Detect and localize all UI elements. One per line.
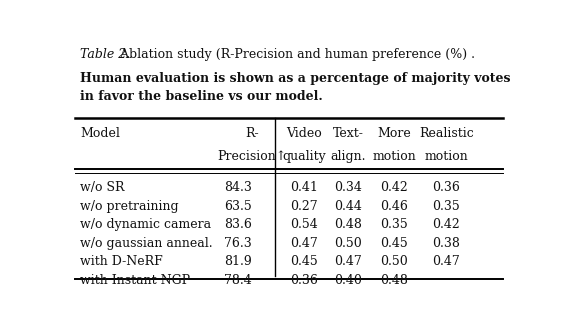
Text: motion: motion: [425, 150, 468, 163]
Text: 0.48: 0.48: [334, 218, 362, 231]
Text: 84.3: 84.3: [224, 181, 252, 194]
Text: 0.50: 0.50: [380, 255, 408, 268]
Text: 0.47: 0.47: [334, 255, 362, 268]
Text: 0.45: 0.45: [290, 255, 318, 268]
Text: Realistic: Realistic: [419, 127, 474, 140]
Text: Human evaluation is shown as a percentage of majority votes
in favor the baselin: Human evaluation is shown as a percentag…: [80, 72, 510, 103]
Text: 0.54: 0.54: [290, 218, 318, 231]
Text: 0.47: 0.47: [433, 255, 460, 268]
Text: quality: quality: [283, 150, 326, 163]
Text: Model: Model: [80, 127, 120, 140]
Text: 0.46: 0.46: [380, 200, 408, 213]
Text: align.: align.: [331, 150, 366, 163]
Text: 76.3: 76.3: [224, 237, 252, 250]
Text: 0.45: 0.45: [380, 237, 408, 250]
Text: 0.27: 0.27: [290, 200, 318, 213]
Text: 0.36: 0.36: [433, 181, 460, 194]
Text: Text-: Text-: [333, 127, 363, 140]
Text: 0.35: 0.35: [380, 218, 408, 231]
Text: 83.6: 83.6: [224, 218, 252, 231]
Text: w/o gaussian anneal.: w/o gaussian anneal.: [80, 237, 213, 250]
Text: 63.5: 63.5: [224, 200, 252, 213]
Text: w/o pretraining: w/o pretraining: [80, 200, 179, 213]
Text: 0.47: 0.47: [290, 237, 318, 250]
Text: w/o dynamic camera: w/o dynamic camera: [80, 218, 212, 231]
Text: Table 2.: Table 2.: [80, 48, 130, 61]
Text: 0.40: 0.40: [334, 274, 362, 287]
Text: Precision↑: Precision↑: [217, 150, 287, 163]
Text: 0.48: 0.48: [380, 274, 408, 287]
Text: 0.34: 0.34: [334, 181, 362, 194]
Text: 78.4: 78.4: [224, 274, 252, 287]
Text: Ablation study (R-Precision and human preference (%) .: Ablation study (R-Precision and human pr…: [116, 48, 475, 61]
Text: Video: Video: [287, 127, 322, 140]
Text: 0.42: 0.42: [433, 218, 460, 231]
Text: 0.38: 0.38: [433, 237, 460, 250]
Text: 0.50: 0.50: [334, 237, 362, 250]
Text: More: More: [377, 127, 411, 140]
Text: 0.36: 0.36: [290, 274, 318, 287]
Text: 0.42: 0.42: [380, 181, 408, 194]
Text: w/o SR: w/o SR: [80, 181, 125, 194]
Text: R-: R-: [245, 127, 259, 140]
Text: with Instant NGP: with Instant NGP: [80, 274, 190, 287]
Text: 81.9: 81.9: [224, 255, 252, 268]
Text: motion: motion: [372, 150, 416, 163]
Text: 0.41: 0.41: [290, 181, 318, 194]
Text: 0.35: 0.35: [433, 200, 460, 213]
Text: 0.44: 0.44: [334, 200, 362, 213]
Text: with D-NeRF: with D-NeRF: [80, 255, 163, 268]
